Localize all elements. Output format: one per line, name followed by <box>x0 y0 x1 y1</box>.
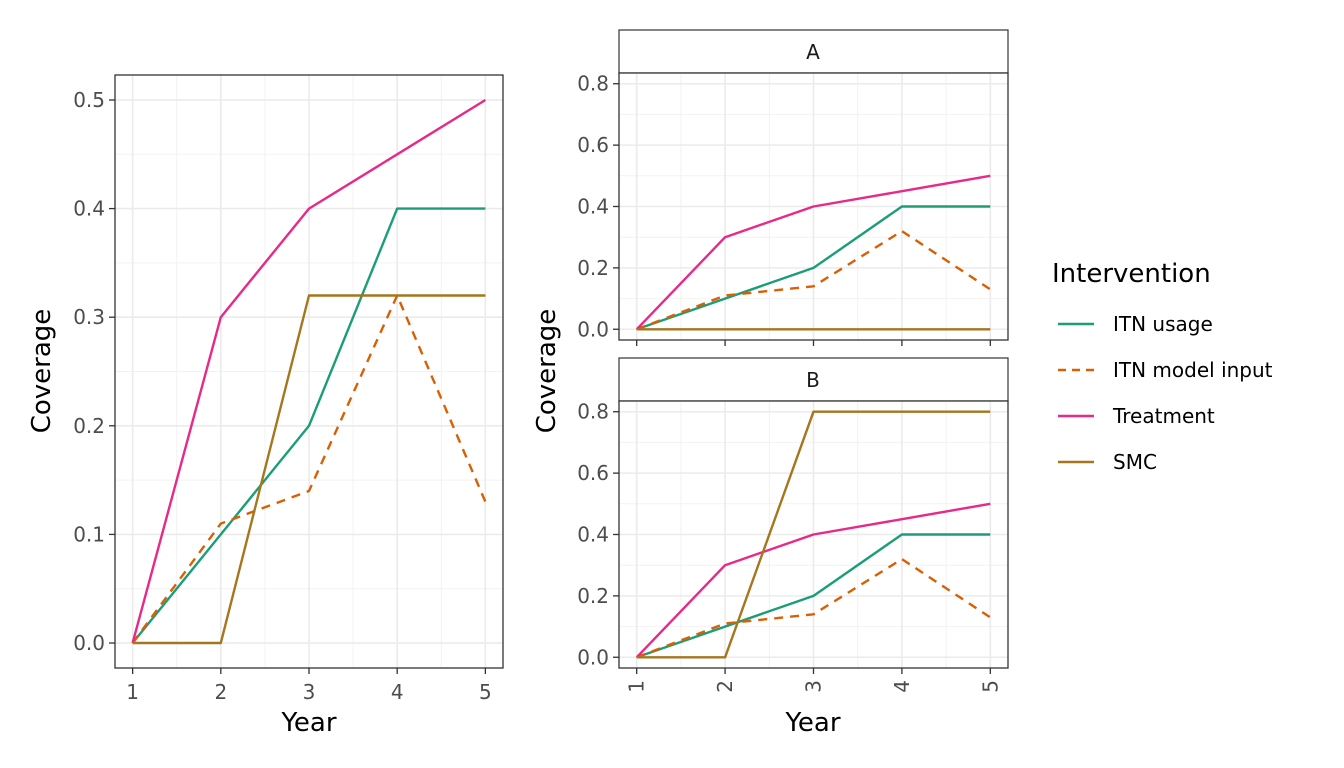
facet-strip-a <box>618 29 1009 74</box>
y-tick-label: 0.3 <box>73 305 105 329</box>
x-tick-label: 1 <box>126 680 139 704</box>
y-tick-label: 0.4 <box>73 197 105 221</box>
panel-a: 0.0 0.2 0.4 0.6 0.8 <box>577 72 1009 346</box>
y-tick-label: 0.4 <box>577 195 609 219</box>
x-tick-label: 4 <box>391 680 404 704</box>
y-tick-label: 0.0 <box>73 631 105 655</box>
left-x-axis-title: Year <box>280 708 336 738</box>
y-tick-label: 0.4 <box>577 523 609 547</box>
x-tick-label: 1 <box>625 680 649 693</box>
x-tick-label: 4 <box>890 680 914 693</box>
y-tick-label: 0.2 <box>577 256 609 280</box>
series-line-treatment <box>635 502 991 659</box>
y-tick-label: 0.8 <box>577 72 609 96</box>
x-tick-label: 5 <box>978 680 1002 693</box>
y-tick-label: 0.0 <box>577 317 609 341</box>
x-tick-label: 2 <box>713 680 737 693</box>
legend-label: ITN model input <box>1113 358 1273 382</box>
panel-b: 0.0 0.2 0.4 0.6 0.8 1 2 3 4 5 <box>577 400 1009 693</box>
series-line-itn-model-input <box>636 557 991 659</box>
facet-strip-label-a: A <box>806 40 820 64</box>
left-panel: 0.0 0.1 0.2 0.3 0.4 0.5 1 2 3 4 5 <box>73 74 504 704</box>
x-tick-label: 3 <box>802 680 826 693</box>
legend-label: Treatment <box>1112 404 1215 428</box>
series-line-itn-usage <box>131 207 486 644</box>
series-line-itn-model-input <box>131 294 487 644</box>
y-tick-label: 0.5 <box>73 88 105 112</box>
legend-label: SMC <box>1113 450 1157 474</box>
right-x-axis-title: Year <box>784 708 840 738</box>
left-y-axis-title: Coverage <box>27 309 57 434</box>
x-tick-label: 3 <box>303 680 316 704</box>
y-tick-label: 0.2 <box>577 584 609 608</box>
y-tick-label: 0.8 <box>577 400 609 424</box>
series-line-smc <box>636 410 991 659</box>
right-y-axis-title: Coverage <box>532 309 562 434</box>
series-line-treatment <box>131 98 487 644</box>
y-tick-label: 0.1 <box>73 522 105 546</box>
y-tick-label: 0.6 <box>577 461 609 485</box>
facet-strip-label-b: B <box>806 368 820 392</box>
legend-label: ITN usage <box>1113 312 1213 336</box>
legend-title: Intervention <box>1052 259 1211 289</box>
legend: ITN usage ITN model input Treatment SMC <box>1058 312 1273 474</box>
series-line-smc <box>132 294 486 645</box>
y-tick-label: 0.0 <box>577 645 609 669</box>
series-line-itn-usage <box>636 533 991 659</box>
series-line-itn-usage <box>636 205 991 331</box>
x-tick-label: 5 <box>479 680 492 704</box>
y-tick-label: 0.6 <box>577 133 609 157</box>
y-tick-label: 0.2 <box>73 414 105 438</box>
x-tick-label: 2 <box>214 680 227 704</box>
series-line-treatment <box>635 174 991 331</box>
series-line-itn-model-input <box>636 229 991 331</box>
facet-strip-b <box>618 357 1009 402</box>
